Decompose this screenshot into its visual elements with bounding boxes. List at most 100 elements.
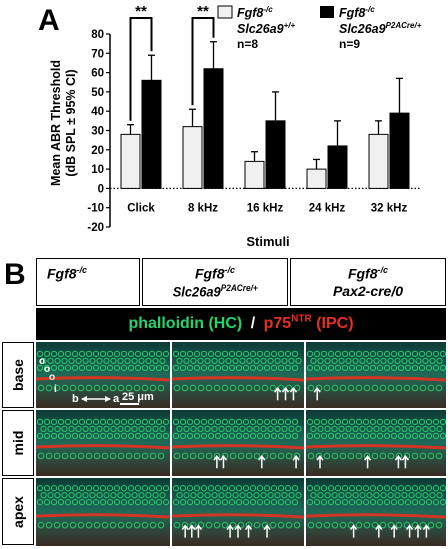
outer-hair-cell [320,432,328,440]
outer-hair-cell [218,425,225,433]
outer-hair-cell [418,364,426,372]
inner-hair-cell [157,521,165,529]
outer-hair-cell [113,418,121,426]
outer-hair-cell [397,364,405,372]
outer-hair-cell [387,425,394,433]
outer-hair-cell [390,499,398,506]
outer-hair-cell [183,492,190,499]
outer-hair-cell [43,499,51,506]
outer-hair-cell [64,350,72,358]
arrow-marker [375,524,383,538]
outer-hair-cell [113,350,121,358]
inner-hair-cell [379,521,387,529]
axis-b-label: b [72,393,79,405]
legend-mutant-line1: Fgf8-/c [339,5,375,20]
x-tick-label: 32 kHz [371,203,408,215]
outer-hair-cell [172,350,180,358]
outer-hair-cell [397,418,405,426]
outer-hair-cell [92,499,100,506]
micrograph-tile [36,342,171,408]
outer-hair-cell [439,485,446,492]
outer-hair-cell [348,499,356,506]
outer-hair-cell [352,425,359,433]
outer-hair-cell [369,485,377,492]
outer-hair-cell [362,499,370,506]
outer-hair-cell [327,350,335,358]
outer-hair-cell [439,432,446,440]
outer-hair-cell [274,425,281,433]
outer-hair-cell [138,492,145,499]
inner-hair-cell [411,384,419,392]
outer-hair-cell [211,492,218,499]
outer-hair-cell [331,357,338,365]
inner-hair-cell [269,452,277,460]
outer-hair-cell [179,350,187,358]
outer-hair-cell [186,364,194,372]
outer-hair-cell [57,350,65,358]
outer-hair-cell [235,499,243,506]
stain-hc-label: phalloidin (HC) [128,315,243,332]
stain-legend-bar: phalloidin (HC) / p75NTR (IPC) [36,308,446,340]
inner-hair-cell [347,384,355,392]
outer-hair-cell [288,425,295,433]
inner-hair-cell [355,521,363,529]
outer-hair-cell [439,499,446,506]
outer-hair-cell [401,425,408,433]
outer-hair-cell [439,364,446,372]
inner-hair-cell [363,384,371,392]
outer-hair-cell [120,485,128,492]
arrowhead-right [105,396,111,402]
outer-hair-cell [54,357,61,365]
outer-hair-cell [162,485,170,492]
outer-hair-cell [401,492,408,499]
outer-hair-cell [425,364,433,372]
outer-hair-cell [253,425,260,433]
outer-hair-cell [334,432,342,440]
inner-hair-cell [307,452,315,460]
outer-hair-cell [68,357,75,365]
inner-hair-cell [213,384,221,392]
outer-hair-cell [439,350,446,358]
outer-hair-cell [425,432,433,440]
outer-hair-cell [320,485,328,492]
outer-hair-cell [64,499,72,506]
bar-control [244,160,265,189]
inner-hair-cell [315,521,323,529]
bar-control [120,133,141,189]
inner-hair-cell [261,384,269,392]
outer-hair-cell [207,350,215,358]
inner-hair-cell [419,452,427,460]
outer-hair-cell [148,432,156,440]
outer-hair-cell [404,432,412,440]
pillar-cell-line [171,444,305,450]
outer-hair-cell [71,364,79,372]
x-tick-label: 8 kHz [188,203,218,215]
inner-hair-cell [285,452,293,460]
outer-hair-cell [211,425,218,433]
outer-hair-cell [50,499,58,506]
outer-hair-cell [36,485,44,492]
inner-hair-cell [85,384,93,392]
inner-hair-cell [435,452,443,460]
inner-hair-cell [189,452,197,460]
inner-hair-cell [69,384,77,392]
outer-hair-cell [162,432,170,440]
outer-hair-cell [341,485,349,492]
arrow-marker [316,454,324,469]
y-tick-label: 40 [91,106,104,118]
outer-hair-cell [327,432,335,440]
outer-hair-cell [193,350,201,358]
outer-hair-cell [113,485,121,492]
inner-hair-cell [173,384,181,392]
outer-hair-cell [99,485,107,492]
inner-hair-cell [435,521,443,529]
outer-hair-cell [103,357,110,365]
inner-hair-cell [77,384,85,392]
arrow-marker [281,386,290,401]
inner-hair-cell [307,521,315,529]
outer-hair-cell [211,357,218,365]
inner-hair-cell [173,521,181,529]
outer-hair-cell [176,357,183,365]
outer-hair-cell [155,499,163,506]
y-tick-label: 30 [91,126,104,138]
